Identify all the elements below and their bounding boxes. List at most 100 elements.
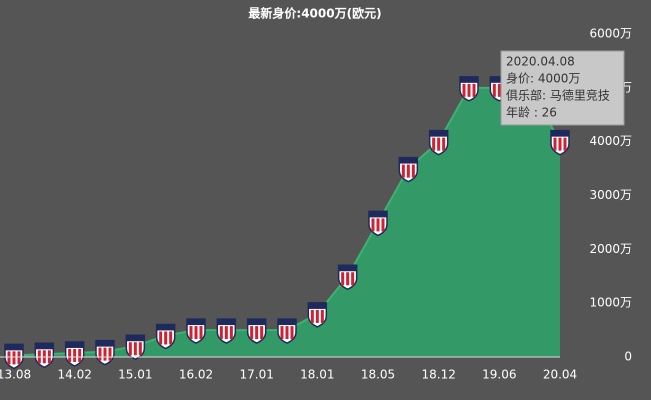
club-crest — [307, 302, 328, 328]
crest-stripe — [68, 348, 72, 362]
crest-stripe — [346, 272, 350, 286]
crest-top — [278, 319, 296, 326]
crest-stripe — [371, 218, 375, 232]
crest-top — [369, 211, 387, 218]
crest-stripe — [401, 164, 405, 178]
crest-stripe — [199, 326, 203, 340]
club-crest — [550, 129, 570, 156]
crest-stripe — [462, 83, 466, 97]
crest-stripe — [437, 137, 441, 151]
x-tick-label: 15.01 — [118, 368, 152, 382]
crest-stripe — [108, 347, 112, 361]
crest-stripe — [78, 348, 82, 362]
crest-top — [247, 319, 266, 326]
crest-stripe — [285, 326, 289, 340]
x-tick-label: 16.02 — [179, 368, 213, 382]
crest-top — [217, 319, 236, 326]
crest-stripe — [169, 331, 173, 345]
x-tick-label: 14.02 — [57, 368, 91, 382]
crest-stripe — [138, 342, 142, 356]
crest-stripe — [558, 137, 562, 151]
x-tick-label: 19.06 — [482, 368, 516, 382]
x-tick-label: 18.05 — [361, 368, 395, 382]
crest-top — [460, 76, 478, 83]
tooltip-line: 身价: 4000万 — [506, 71, 580, 86]
y-tick-label: 2000万 — [589, 242, 632, 256]
x-tick-label: 18.12 — [421, 368, 455, 382]
crest-stripe — [315, 309, 319, 323]
club-crest — [459, 76, 479, 102]
crest-top — [5, 344, 23, 351]
club-crest — [398, 156, 419, 183]
crest-stripe — [98, 347, 102, 361]
club-crest — [155, 323, 176, 350]
crest-stripe — [7, 351, 11, 365]
y-tick-label: 1000万 — [589, 296, 632, 310]
crest-stripe — [492, 83, 496, 97]
crest-stripe — [159, 331, 163, 345]
crest-top — [96, 340, 114, 347]
crest-stripe — [133, 342, 137, 356]
club-crest — [246, 318, 267, 344]
crest-stripe — [250, 326, 254, 340]
crest-stripe — [229, 326, 233, 340]
tooltip-line: 俱乐部: 马德里竞技 — [506, 88, 610, 103]
club-crest — [125, 334, 146, 361]
club-crest — [4, 343, 24, 370]
y-tick-label: 0 — [624, 350, 632, 364]
crest-stripe — [12, 351, 16, 365]
crest-top — [399, 157, 418, 164]
crest-top — [65, 341, 84, 348]
crest-stripe — [341, 272, 345, 286]
crest-stripe — [472, 83, 476, 97]
crest-stripe — [563, 137, 567, 151]
club-crest — [368, 210, 388, 237]
crest-stripe — [497, 83, 501, 97]
crest-stripe — [376, 218, 380, 232]
tooltip-line: 年龄 : 26 — [506, 106, 557, 120]
x-tick-label: 20.04 — [543, 368, 577, 382]
x-tick-label: 18.01 — [300, 368, 334, 382]
crest-top — [551, 130, 569, 137]
crest-stripe — [255, 326, 259, 340]
x-tick-label: 17.01 — [239, 368, 273, 382]
tooltip-box — [500, 50, 625, 126]
crest-stripe — [310, 309, 314, 323]
crest-stripe — [224, 326, 228, 340]
crest-top — [35, 343, 54, 350]
club-crest — [428, 129, 449, 156]
club-crest — [337, 264, 358, 291]
crest-top — [338, 265, 357, 272]
club-crest — [216, 318, 237, 344]
crest-top — [429, 130, 448, 137]
crest-stripe — [103, 347, 107, 361]
crest-top — [490, 76, 509, 83]
crest-stripe — [164, 331, 168, 345]
x-tick-label: 13.08 — [0, 368, 31, 382]
tooltip-line: 2020.04.08 — [506, 55, 575, 69]
crest-stripe — [73, 348, 77, 362]
crest-stripe — [381, 218, 385, 232]
crest-top — [126, 335, 145, 342]
club-crest — [34, 342, 55, 369]
crest-top — [187, 319, 205, 326]
club-crest — [277, 318, 297, 344]
crest-stripe — [432, 137, 436, 151]
crest-stripe — [17, 351, 21, 365]
crest-stripe — [553, 137, 557, 151]
crest-top — [156, 324, 175, 331]
crest-stripe — [128, 342, 132, 356]
y-tick-label: 4000万 — [589, 134, 632, 148]
crest-stripe — [290, 326, 294, 340]
club-crest — [64, 341, 85, 367]
crest-stripe — [219, 326, 223, 340]
crest-stripe — [442, 137, 446, 151]
crest-stripe — [406, 164, 410, 178]
chart-title: 最新身价:4000万(欧元) — [248, 6, 381, 21]
crest-stripe — [189, 326, 193, 340]
crest-stripe — [411, 164, 415, 178]
crest-stripe — [320, 309, 324, 323]
